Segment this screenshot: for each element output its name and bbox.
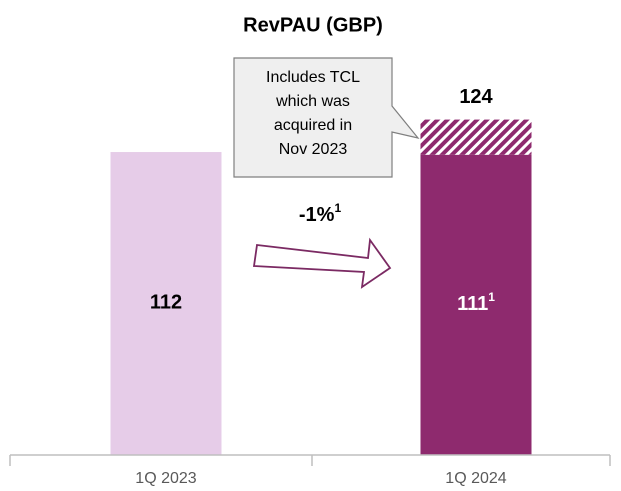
data-label: 112	[150, 292, 182, 314]
data-label-value: 111	[457, 293, 488, 315]
callout-text: Includes TCL which was acquired in Nov 2023	[266, 69, 360, 158]
footnote-marker: 1	[488, 290, 495, 304]
plot: 112 1111	[110, 119, 532, 456]
total-label: 124	[459, 86, 493, 108]
x-tick-label: 1Q 2023	[135, 470, 196, 487]
callout-line: Includes TCL	[266, 69, 360, 86]
hatched-segment	[420, 119, 532, 155]
bar	[420, 154, 532, 455]
bar	[110, 152, 222, 456]
change-arrow	[252, 237, 392, 289]
x-tick-label: 1Q 2024	[445, 470, 506, 487]
change-annotation: -1%1	[299, 201, 342, 226]
change-value: -1%	[299, 204, 335, 226]
data-label: 1111	[457, 290, 495, 315]
data-label-value: 112	[150, 292, 182, 314]
callout-line: which was	[275, 93, 350, 110]
chart-title: RevPAU (GBP)	[243, 14, 383, 36]
callout-line: acquired in	[274, 117, 352, 134]
footnote-marker: 1	[334, 201, 341, 215]
callout-line: Nov 2023	[279, 141, 348, 158]
callout-box	[233, 57, 420, 178]
